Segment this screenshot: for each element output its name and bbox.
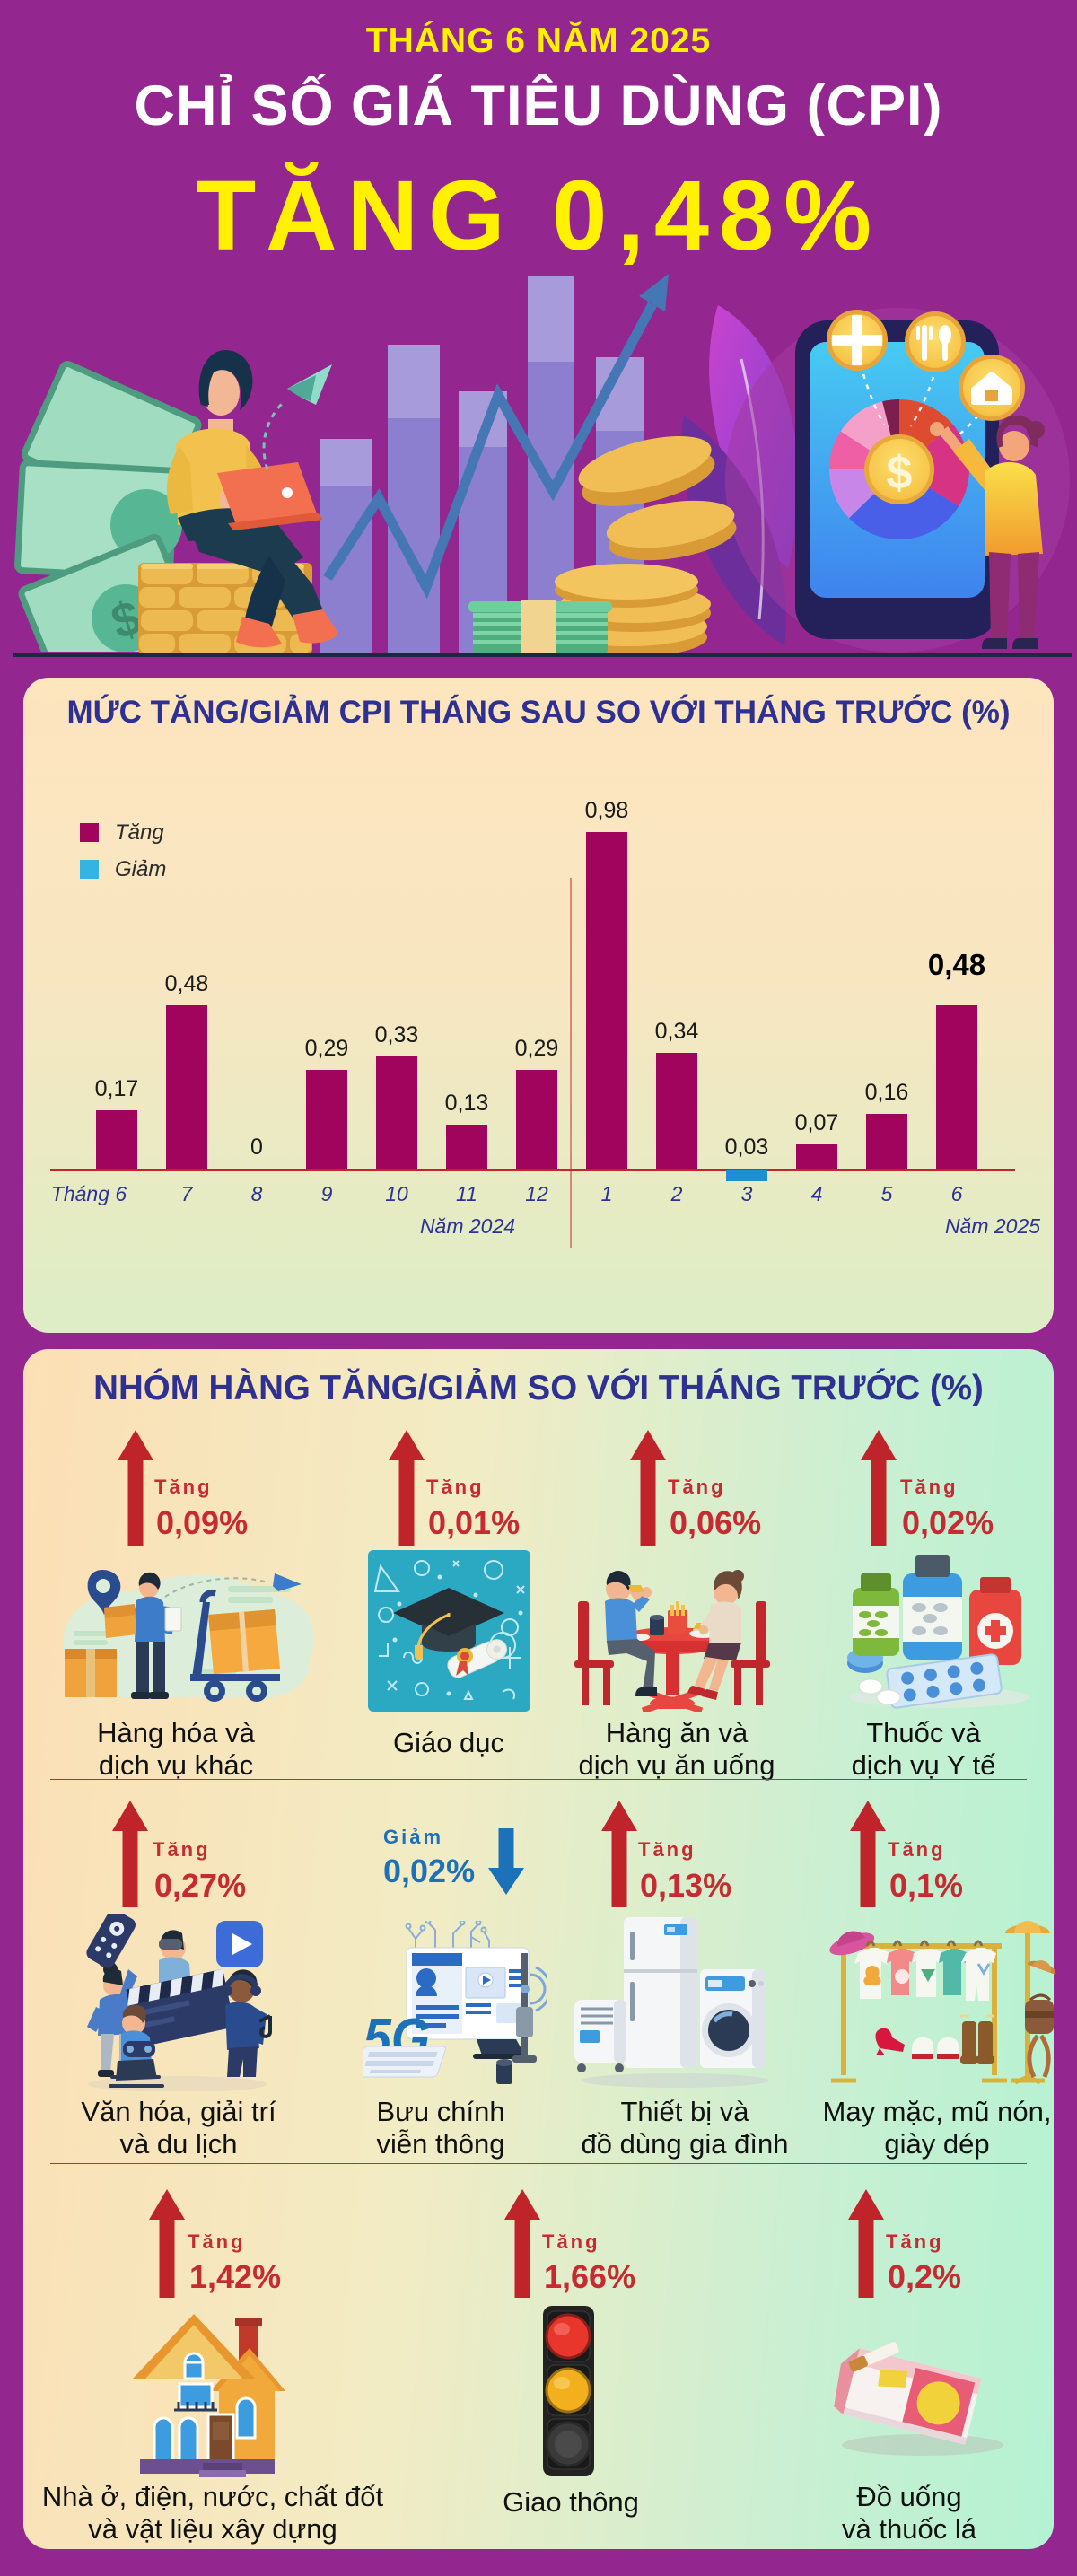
svg-text:$: $ xyxy=(887,447,913,499)
